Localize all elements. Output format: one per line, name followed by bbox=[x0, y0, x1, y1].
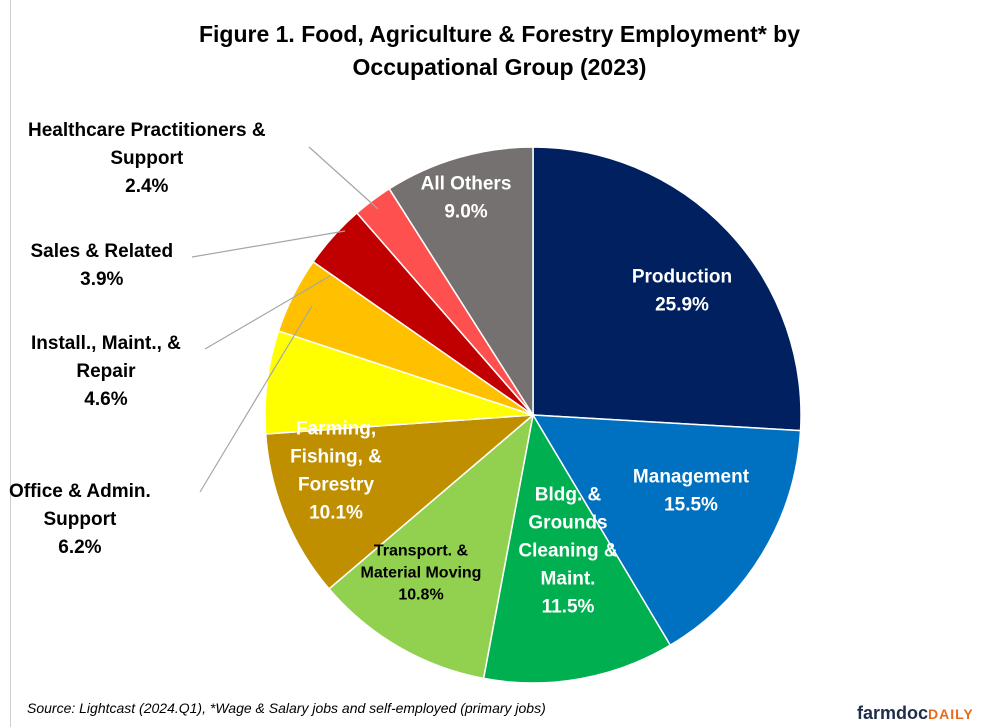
pie-slice-management bbox=[531, 414, 802, 647]
external-slice-label: Sales & Related 3.9% bbox=[31, 238, 174, 294]
slice-name: Farming, bbox=[296, 419, 376, 440]
external-slice-label: Office & Admin. Support 6.2% bbox=[9, 478, 151, 562]
slice-label: Transport. & Material Moving 10.8% bbox=[361, 543, 482, 604]
slice-name: Support bbox=[110, 148, 184, 169]
slice-value: 3.9% bbox=[80, 269, 124, 290]
slice-value: 15.5% bbox=[664, 495, 718, 516]
slice-name: All Others bbox=[421, 174, 512, 195]
leader-line bbox=[191, 230, 346, 258]
slice-name: Bldg. & bbox=[535, 485, 602, 506]
leader-line bbox=[199, 305, 313, 493]
leader-line bbox=[308, 146, 379, 210]
pie-slice-transport-material-moving bbox=[328, 413, 535, 680]
slice-name: Repair bbox=[76, 361, 136, 382]
chart-title-line-1: Figure 1. Food, Agriculture & Forestry E… bbox=[198, 21, 801, 47]
slice-name: Fishing, & bbox=[290, 447, 382, 468]
source-note: Source: Lightcast (2024.Q1), *Wage & Sal… bbox=[27, 700, 546, 716]
chart-frame bbox=[10, 0, 998, 727]
slice-name: Forestry bbox=[298, 475, 374, 496]
leader-line bbox=[204, 275, 331, 350]
external-slice-label: Install., Maint., & Repair 4.6% bbox=[31, 330, 181, 414]
slice-value: 10.1% bbox=[309, 503, 363, 524]
slice-name: Install., Maint., & bbox=[31, 333, 181, 354]
logo-main-text: farmdoc bbox=[857, 703, 929, 723]
farmdoc-daily-logo: farmdocDAILY bbox=[857, 703, 974, 724]
slice-name: Material Moving bbox=[361, 565, 482, 582]
slice-name: Office & Admin. bbox=[9, 481, 151, 502]
pie-slice-all-others bbox=[388, 146, 534, 418]
slice-name: Cleaning & bbox=[518, 541, 618, 562]
slice-name: Transport. & bbox=[374, 543, 469, 560]
slice-label: Production 25.9% bbox=[632, 267, 732, 316]
slice-name: Grounds bbox=[528, 513, 607, 534]
slice-label: All Others 9.0% bbox=[421, 174, 512, 223]
slice-name: Healthcare Practitioners & bbox=[28, 120, 266, 141]
slice-value: 4.6% bbox=[84, 389, 128, 410]
slice-value: 25.9% bbox=[655, 295, 709, 316]
external-slice-label: Healthcare Practitioners & Support 2.4% bbox=[28, 117, 266, 201]
pie-slice-farming-fishing-forestry bbox=[264, 414, 536, 590]
pie-slice-production bbox=[532, 146, 802, 432]
slice-value: 2.4% bbox=[125, 176, 169, 197]
slice-name: Support bbox=[43, 509, 117, 530]
slice-label: Farming, Fishing, & Forestry 10.1% bbox=[290, 419, 382, 524]
slice-value: 11.5% bbox=[542, 597, 595, 618]
slice-name: Maint. bbox=[541, 569, 596, 590]
logo-accent-text: DAILY bbox=[928, 706, 974, 722]
slice-name: Sales & Related bbox=[30, 241, 174, 262]
slice-value: 10.8% bbox=[398, 587, 443, 604]
slice-value: 6.2% bbox=[58, 537, 102, 558]
slice-name: Production bbox=[632, 267, 732, 288]
pie-slice-bldg-grounds-cleaning-maint bbox=[482, 412, 672, 684]
chart-title-line-2: Occupational Group (2023) bbox=[352, 54, 647, 80]
slice-name: Management bbox=[633, 467, 750, 488]
slice-label: Bldg. & Grounds Cleaning & Maint. 11.5% bbox=[518, 485, 618, 618]
slice-label: Management 15.5% bbox=[633, 467, 750, 516]
slice-value: 9.0% bbox=[444, 202, 487, 223]
